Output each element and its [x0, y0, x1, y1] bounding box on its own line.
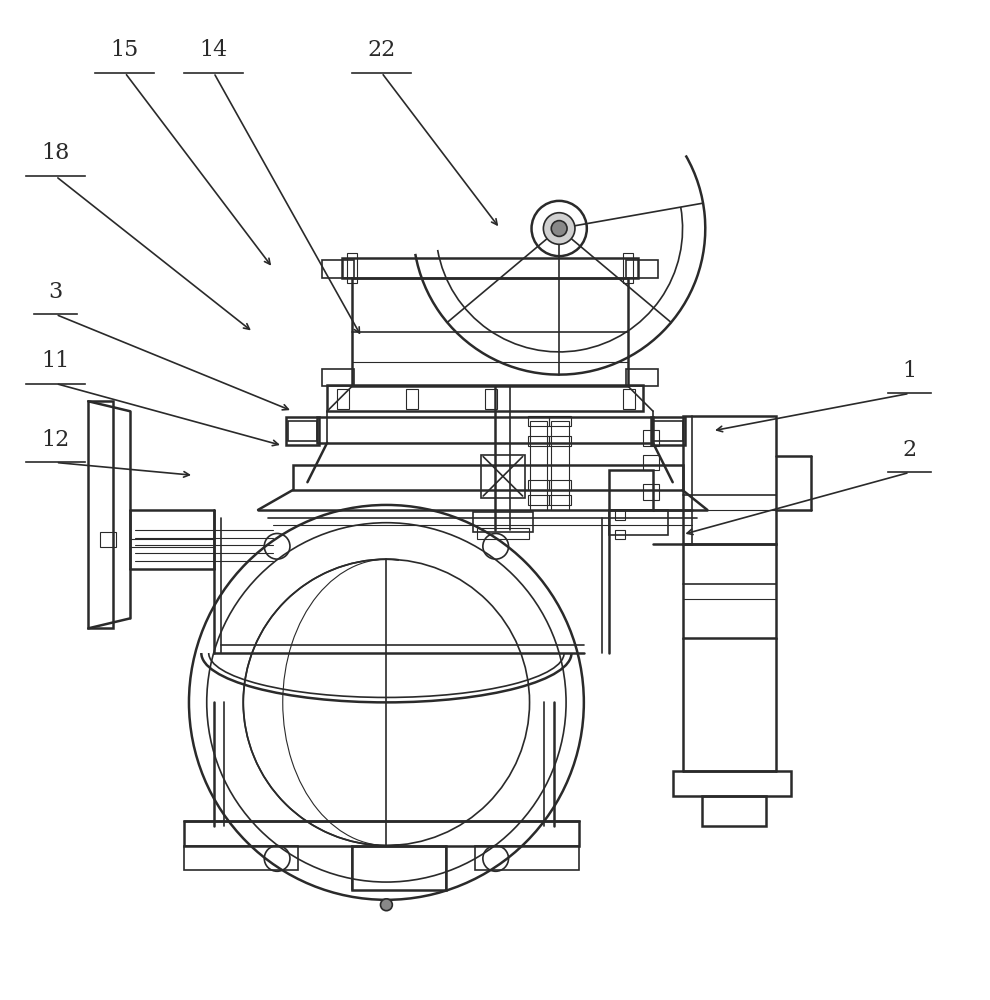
- Bar: [327, 385, 644, 411]
- Bar: [351, 846, 446, 890]
- Text: 15: 15: [111, 39, 139, 61]
- Bar: [351, 278, 629, 386]
- Bar: [530, 421, 547, 510]
- Bar: [528, 495, 549, 505]
- Text: 3: 3: [49, 281, 62, 303]
- Bar: [644, 484, 659, 500]
- Bar: [322, 260, 353, 278]
- Bar: [672, 771, 791, 796]
- Bar: [346, 253, 356, 283]
- Bar: [322, 369, 353, 386]
- Bar: [549, 480, 571, 490]
- Bar: [627, 369, 658, 386]
- Bar: [318, 417, 653, 443]
- Text: 14: 14: [200, 39, 228, 61]
- Text: 2: 2: [903, 439, 917, 461]
- Bar: [528, 480, 549, 490]
- Bar: [549, 416, 571, 426]
- Bar: [184, 846, 298, 870]
- Bar: [651, 417, 684, 445]
- Bar: [184, 821, 579, 846]
- Text: 22: 22: [367, 39, 396, 61]
- Bar: [549, 436, 571, 446]
- Bar: [528, 416, 549, 426]
- Bar: [644, 430, 659, 446]
- Text: 12: 12: [42, 429, 70, 451]
- Bar: [342, 258, 639, 278]
- Bar: [616, 530, 626, 539]
- Bar: [406, 389, 418, 409]
- Bar: [481, 455, 525, 498]
- Circle shape: [544, 213, 575, 244]
- Bar: [624, 253, 634, 283]
- Bar: [682, 416, 776, 544]
- Bar: [528, 436, 549, 446]
- Bar: [627, 260, 658, 278]
- Bar: [551, 421, 569, 510]
- Circle shape: [551, 221, 567, 236]
- Bar: [702, 796, 766, 826]
- Bar: [644, 455, 659, 470]
- Bar: [293, 465, 682, 490]
- Text: 18: 18: [42, 142, 70, 164]
- Bar: [549, 495, 571, 505]
- Text: 1: 1: [903, 360, 917, 382]
- Bar: [616, 510, 626, 520]
- Circle shape: [380, 899, 392, 911]
- Bar: [624, 389, 636, 409]
- Bar: [609, 510, 668, 535]
- Bar: [682, 544, 776, 638]
- Bar: [477, 528, 529, 539]
- Text: 11: 11: [42, 350, 70, 372]
- Bar: [653, 421, 682, 441]
- Bar: [475, 846, 579, 870]
- Bar: [88, 401, 113, 628]
- Bar: [337, 389, 348, 409]
- Bar: [485, 389, 497, 409]
- Bar: [286, 417, 319, 445]
- Bar: [100, 532, 116, 547]
- Bar: [473, 512, 533, 532]
- Bar: [288, 421, 318, 441]
- Bar: [609, 470, 653, 510]
